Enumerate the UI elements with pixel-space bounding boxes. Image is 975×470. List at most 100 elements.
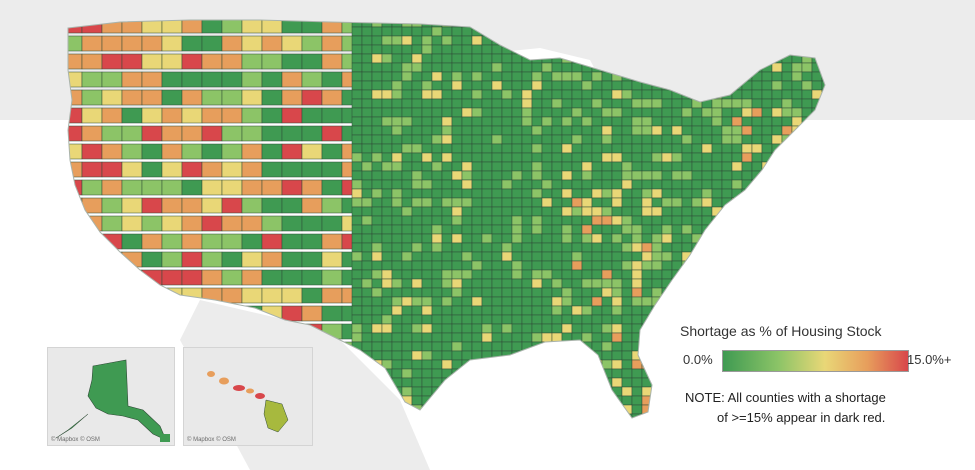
county[interactable]	[431, 224, 443, 235]
county[interactable]	[81, 125, 103, 142]
county[interactable]	[541, 80, 553, 91]
county[interactable]	[631, 278, 643, 289]
county[interactable]	[561, 359, 573, 370]
county[interactable]	[441, 89, 453, 100]
county[interactable]	[581, 278, 593, 289]
county[interactable]	[521, 143, 533, 154]
county[interactable]	[101, 197, 123, 214]
alaska-inset[interactable]: © Mapbox © OSM	[47, 347, 175, 446]
county[interactable]	[551, 377, 563, 388]
county[interactable]	[391, 62, 403, 73]
county[interactable]	[391, 188, 403, 199]
county[interactable]	[731, 116, 743, 127]
county[interactable]	[661, 314, 673, 325]
county[interactable]	[381, 134, 393, 145]
county[interactable]	[631, 350, 643, 361]
county[interactable]	[471, 287, 483, 298]
county[interactable]	[561, 413, 573, 423]
county[interactable]	[501, 278, 513, 289]
county[interactable]	[821, 242, 832, 253]
county[interactable]	[571, 269, 583, 280]
county[interactable]	[321, 71, 343, 88]
county[interactable]	[781, 305, 793, 316]
county[interactable]	[421, 350, 433, 361]
county[interactable]	[401, 233, 413, 244]
county[interactable]	[681, 116, 693, 127]
county[interactable]	[161, 197, 183, 214]
county[interactable]	[471, 170, 483, 181]
county[interactable]	[561, 206, 573, 217]
county[interactable]	[761, 89, 773, 100]
county[interactable]	[711, 161, 723, 172]
county[interactable]	[481, 305, 493, 316]
county[interactable]	[631, 251, 643, 262]
county[interactable]	[811, 170, 823, 181]
county[interactable]	[451, 161, 463, 172]
county[interactable]	[751, 98, 763, 109]
county[interactable]	[441, 98, 453, 109]
county[interactable]	[511, 278, 523, 289]
county[interactable]	[751, 287, 763, 298]
county[interactable]	[681, 260, 693, 271]
county[interactable]	[361, 53, 373, 64]
county[interactable]	[501, 170, 513, 181]
county[interactable]	[421, 206, 433, 217]
county[interactable]	[651, 125, 663, 136]
county[interactable]	[671, 116, 683, 127]
county[interactable]	[581, 80, 593, 91]
county[interactable]	[561, 215, 573, 226]
county[interactable]	[561, 269, 573, 280]
county[interactable]	[81, 323, 103, 340]
county[interactable]	[811, 305, 823, 316]
county[interactable]	[661, 404, 673, 415]
county[interactable]	[521, 278, 533, 289]
county[interactable]	[421, 152, 433, 163]
county[interactable]	[501, 242, 513, 253]
county[interactable]	[611, 80, 623, 91]
county[interactable]	[481, 260, 493, 271]
county[interactable]	[531, 233, 543, 244]
county[interactable]	[791, 260, 803, 271]
county[interactable]	[121, 323, 143, 340]
county[interactable]	[441, 260, 453, 271]
county[interactable]	[381, 278, 393, 289]
county[interactable]	[561, 350, 573, 361]
county[interactable]	[461, 152, 473, 163]
county[interactable]	[561, 161, 573, 172]
county[interactable]	[541, 179, 553, 190]
county[interactable]	[241, 197, 263, 214]
county[interactable]	[731, 278, 743, 289]
county[interactable]	[671, 287, 683, 298]
county[interactable]	[671, 197, 683, 208]
county[interactable]	[511, 368, 523, 379]
county[interactable]	[471, 35, 483, 46]
county[interactable]	[361, 287, 373, 298]
county[interactable]	[471, 242, 483, 253]
county[interactable]	[521, 116, 533, 127]
county[interactable]	[431, 296, 443, 307]
county[interactable]	[501, 386, 513, 397]
county[interactable]	[531, 188, 543, 199]
county[interactable]	[551, 404, 563, 415]
county[interactable]	[591, 152, 603, 163]
county[interactable]	[611, 269, 623, 280]
county[interactable]	[421, 368, 433, 379]
county[interactable]	[471, 206, 483, 217]
county[interactable]	[601, 170, 613, 181]
county[interactable]	[631, 134, 643, 145]
county[interactable]	[471, 296, 483, 307]
county[interactable]	[511, 116, 523, 127]
county[interactable]	[821, 134, 832, 145]
county[interactable]	[581, 251, 593, 262]
county[interactable]	[531, 242, 543, 253]
county[interactable]	[741, 242, 753, 253]
county[interactable]	[471, 89, 483, 100]
county[interactable]	[661, 116, 673, 127]
county[interactable]	[771, 80, 783, 91]
county[interactable]	[101, 287, 123, 304]
county[interactable]	[751, 305, 763, 316]
county[interactable]	[581, 215, 593, 226]
county[interactable]	[541, 269, 553, 280]
county[interactable]	[141, 233, 163, 250]
county[interactable]	[771, 242, 783, 253]
